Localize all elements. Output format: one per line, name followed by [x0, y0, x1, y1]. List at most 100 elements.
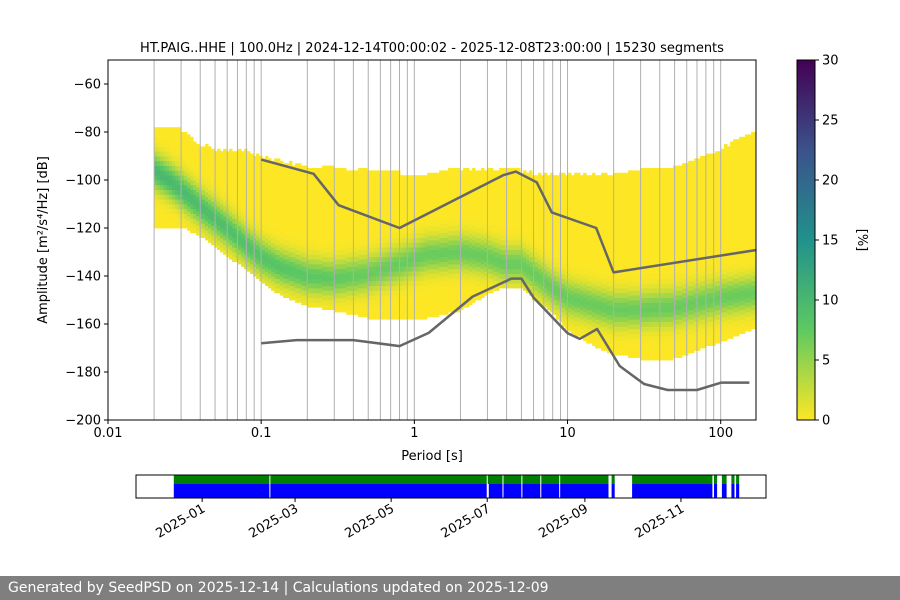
heatmap-cell [187, 206, 191, 212]
heatmap-cell [310, 196, 314, 202]
heatmap-cell [418, 213, 422, 219]
heatmap-cell [418, 204, 422, 210]
heatmap-cell [196, 177, 200, 183]
heatmap-cell [433, 302, 437, 308]
heatmap-cell [178, 151, 182, 157]
heatmap-cell [241, 189, 245, 195]
heatmap-cell [235, 232, 239, 238]
heatmap-column [193, 141, 197, 234]
heatmap-cell [292, 271, 296, 277]
heatmap-cell [643, 211, 647, 217]
heatmap-cell [625, 278, 629, 284]
heatmap-cell [178, 189, 182, 195]
heatmap-cell [214, 213, 218, 219]
heatmap-cell [244, 240, 248, 246]
heatmap-cell [199, 232, 203, 238]
heatmap-cell [568, 196, 572, 202]
heatmap-cell [310, 220, 314, 226]
heatmap-cell [220, 237, 224, 243]
heatmap-cell [616, 235, 620, 241]
heatmap-cell [301, 194, 305, 200]
heatmap-cell [175, 199, 179, 205]
heatmap-cell [280, 194, 284, 200]
heatmap-cell [625, 345, 629, 351]
heatmap-cell [199, 208, 203, 214]
heatmap-cell [616, 182, 620, 188]
heatmap-cell [541, 218, 545, 224]
heatmap-cell [523, 247, 527, 253]
heatmap-cell [472, 216, 476, 222]
heatmap-column [493, 170, 497, 291]
heatmap-cell [286, 220, 290, 226]
heatmap-cell [499, 254, 503, 260]
heatmap-cell [304, 242, 308, 248]
heatmap-cell [460, 175, 464, 181]
heatmap-cell [232, 184, 236, 190]
heatmap-cell [184, 223, 188, 229]
heatmap-cell [367, 194, 371, 200]
heatmap-cell [355, 276, 359, 282]
heatmap-cell [556, 280, 560, 286]
heatmap-cell [337, 249, 341, 255]
heatmap-column [178, 127, 182, 229]
heatmap-cell [562, 187, 566, 193]
heatmap-cell [331, 223, 335, 229]
heatmap-cell [451, 235, 455, 241]
heatmap-cell [160, 213, 164, 219]
heatmap-cell [196, 148, 200, 154]
heatmap-cell [241, 184, 245, 190]
heatmap-cell [634, 218, 638, 224]
heatmap-cell [328, 261, 332, 267]
heatmap-cell [172, 180, 176, 186]
heatmap-cell [610, 348, 614, 354]
heatmap-cell [298, 268, 302, 274]
heatmap-cell [592, 302, 596, 308]
heatmap-cell [319, 254, 323, 260]
heatmap-cell [382, 290, 386, 296]
heatmap-cell [622, 316, 626, 322]
heatmap-cell [616, 340, 620, 346]
heatmap-cell [400, 242, 404, 248]
heatmap-cell [454, 230, 458, 236]
heatmap-cell [652, 187, 656, 193]
heatmap-cell [361, 192, 365, 198]
heatmap-cell [541, 232, 545, 238]
heatmap-cell [484, 213, 488, 219]
heatmap-cell [181, 136, 185, 142]
heatmap-cell [256, 182, 260, 188]
heatmap-cell [595, 175, 599, 181]
heatmap-cell [367, 314, 371, 320]
heatmap-cell [343, 283, 347, 289]
heatmap-cell [424, 271, 428, 277]
heatmap-cell [631, 208, 635, 214]
heatmap-cell [646, 201, 650, 207]
heatmap-cell [319, 225, 323, 231]
heatmap-cell [616, 336, 620, 342]
heatmap-cell [508, 177, 512, 183]
heatmap-cell [487, 196, 491, 202]
heatmap-cell [457, 278, 461, 284]
heatmap-cell [442, 218, 446, 224]
heatmap-cell [409, 276, 413, 282]
heatmap-cell [385, 170, 389, 176]
heatmap-cell [469, 228, 473, 234]
heatmap-cell [415, 223, 419, 229]
heatmap-cell [247, 180, 251, 186]
heatmap-cell [460, 247, 464, 253]
heatmap-cell [253, 184, 257, 190]
heatmap-cell [205, 158, 209, 164]
heatmap-cell [319, 288, 323, 294]
heatmap-cell [154, 208, 158, 214]
heatmap-cell [445, 194, 449, 200]
heatmap-cell [226, 237, 230, 243]
heatmap-cell [349, 228, 353, 234]
heatmap-cell [418, 194, 422, 200]
heatmap-cell [595, 266, 599, 272]
heatmap-cell [340, 220, 344, 226]
heatmap-cell [550, 302, 554, 308]
heatmap-cell [637, 319, 641, 325]
heatmap-cell [595, 261, 599, 267]
heatmap-cell [640, 259, 644, 265]
heatmap-cell [217, 240, 221, 246]
heatmap-cell [442, 223, 446, 229]
